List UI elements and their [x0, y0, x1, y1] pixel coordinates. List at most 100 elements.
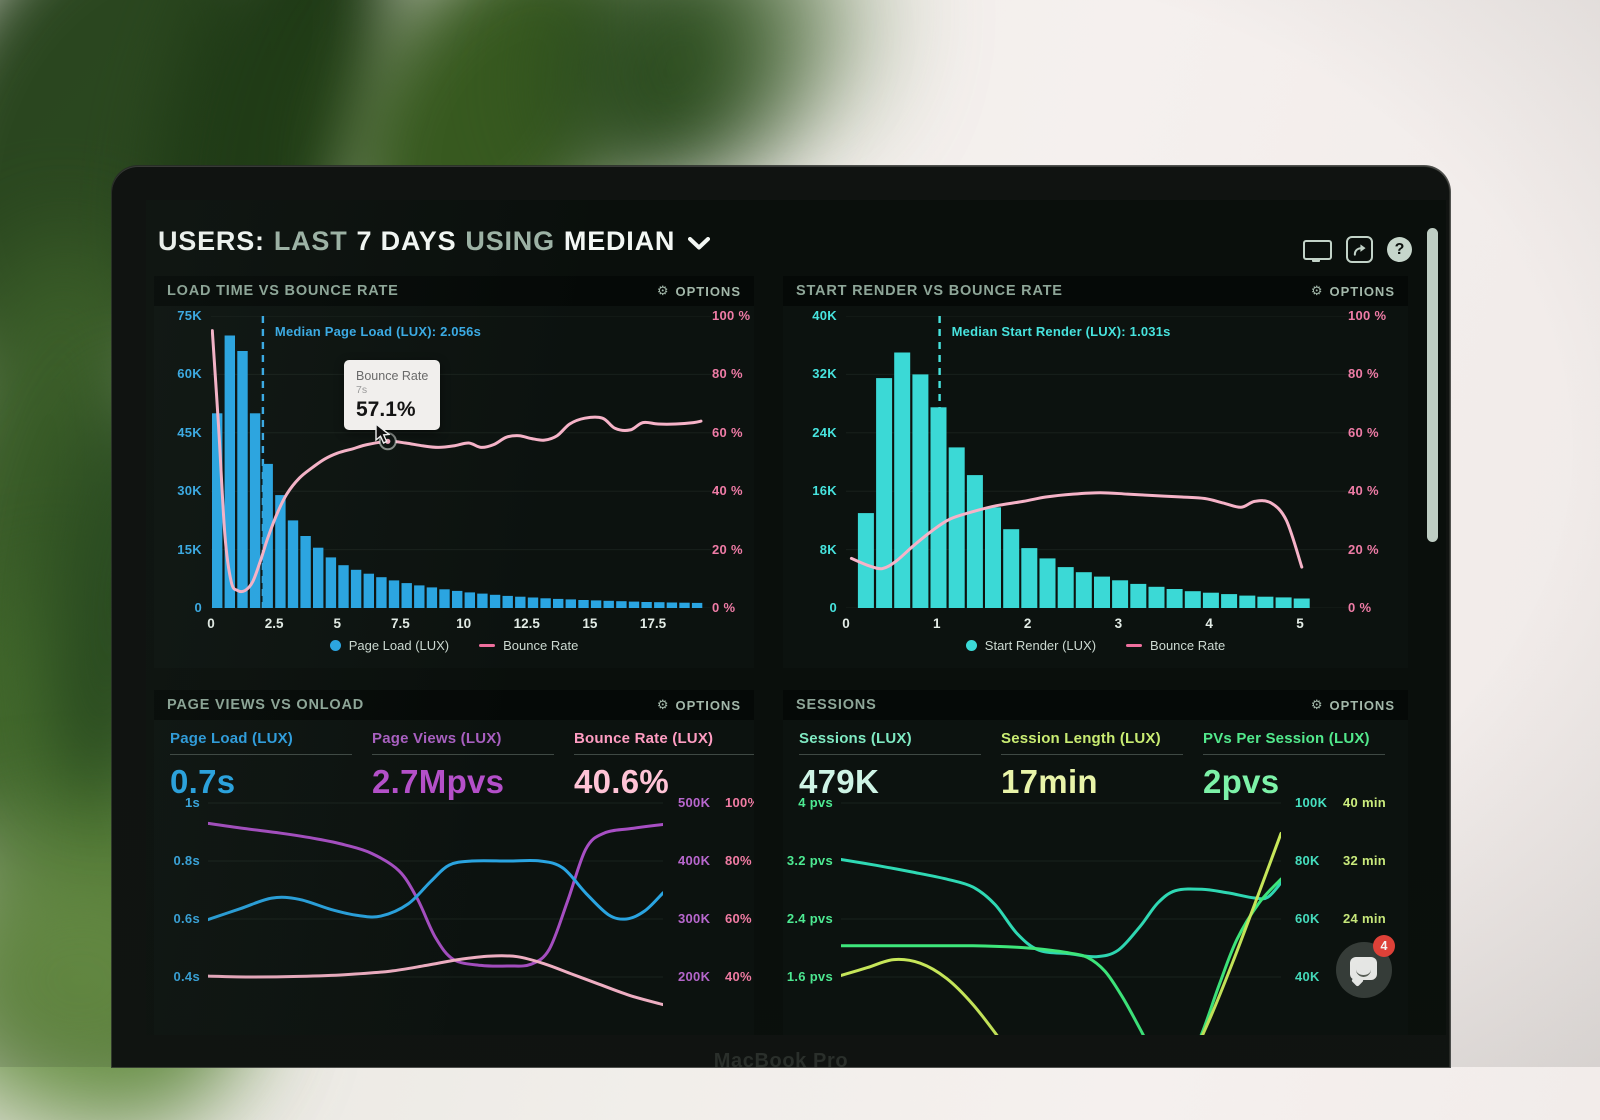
chart-start-render[interactable]: 40K 32K 24K 16K 8K 0 100 % 80 % 60 % 40 % 20 % 0 % M… [783, 276, 1408, 668]
help-icon[interactable]: ? [1387, 237, 1412, 262]
tooltip-title: Bounce Rate [356, 369, 429, 383]
histogram-bar [1057, 567, 1074, 608]
y-axis-label-right: 300K [678, 911, 711, 926]
panel-start-render-vs-bounce-rate: START RENDER VS BOUNCE RATE ⚙ OPTIONS 40K… [783, 276, 1408, 668]
share-icon[interactable] [1346, 236, 1373, 263]
legend-swatch [479, 643, 496, 648]
chat-bubble-icon [1350, 957, 1377, 980]
metric-session-length-lux-: Session Length (LUX) 17min [1001, 730, 1183, 801]
metric-underline [1001, 754, 1183, 755]
y-axis-label: 45K [177, 424, 202, 440]
histogram-bar [388, 580, 400, 608]
legend-label: Page Load (LUX) [348, 638, 450, 653]
histogram-bar [603, 600, 614, 608]
panel-header: START RENDER VS BOUNCE RATE ⚙ OPTIONS [783, 276, 1408, 306]
histogram-bar [452, 590, 463, 608]
bounce-rate-line [211, 329, 703, 594]
options-button[interactable]: ⚙ OPTIONS [1310, 283, 1395, 299]
y-axis-label-right: 200K [678, 969, 711, 984]
metric-underline [1203, 754, 1385, 755]
display-icon[interactable] [1303, 239, 1332, 262]
histogram-bar [1112, 580, 1129, 608]
y-axis-label-right: 40 min [1343, 795, 1386, 810]
median-annotation: Median Start Render (LUX): 1.031s [951, 324, 1171, 339]
options-button[interactable]: ⚙ OPTIONS [656, 697, 741, 713]
chart-sessions[interactable]: Sessions (LUX) 479K Session Length (LUX) 17… [783, 690, 1408, 1035]
tooltip-subtitle: 7s [356, 384, 368, 396]
panel-title: SESSIONS [796, 697, 877, 713]
gear-icon: ⚙ [1310, 697, 1324, 712]
laptop: USERS: LAST 7 DAYS USING MEDIAN ? LOAD TIME … [112, 166, 1450, 1067]
histogram-bar [553, 598, 564, 608]
start-render-vs-bounce-rate-plot [846, 316, 1351, 608]
histogram-bar [426, 587, 438, 608]
histogram-bar [1021, 548, 1038, 608]
y-axis-label-right: 100% [725, 795, 754, 810]
y-axis-label-right: 100 % [712, 308, 751, 323]
legend-item: Bounce Rate [1126, 638, 1225, 653]
y-axis-label-right: 80K [1295, 853, 1320, 868]
x-axis-label: 7.5 [391, 616, 410, 631]
panel-load-time-vs-bounce-rate: LOAD TIME VS BOUNCE RATE ⚙ OPTIONS 75K 60K… [154, 276, 754, 668]
series-line-session-length [841, 831, 1281, 1035]
y-axis-label-right: 20 % [1348, 541, 1379, 557]
histogram-bar [464, 592, 475, 608]
legend-item: Bounce Rate [479, 638, 578, 653]
histogram-bar [565, 599, 576, 608]
metric-label: Sessions (LUX) [799, 730, 912, 747]
y-axis-label-right: 0 % [712, 600, 736, 615]
histogram-bar [966, 475, 983, 608]
scrollbar[interactable] [1427, 228, 1438, 542]
chat-widget-button[interactable]: 4 [1336, 935, 1395, 998]
panel-title: START RENDER VS BOUNCE RATE [796, 283, 1063, 299]
y-axis-label-right: 60 % [1348, 424, 1379, 440]
metric-value: 40.6% [574, 763, 670, 800]
y-axis-label-right: 60% [725, 911, 752, 926]
page-views-vs-onload-plot [208, 802, 663, 1007]
legend-swatch [965, 640, 977, 651]
x-axis-label: 4 [1205, 616, 1213, 631]
options-button[interactable]: ⚙ OPTIONS [656, 283, 741, 299]
laptop-brand-label: MacBook Pro [713, 1050, 849, 1067]
metric-underline [799, 754, 981, 755]
legend-swatch [1126, 643, 1143, 648]
y-axis-label-right: 80 % [1348, 366, 1379, 382]
y-axis-label: 1s [184, 795, 200, 810]
histogram-bar [1094, 576, 1110, 608]
y-axis-label-right: 500K [678, 795, 711, 810]
histogram-bar [616, 601, 627, 608]
chevron-down-icon [688, 237, 711, 250]
series-line-bounce-rate [208, 954, 663, 1007]
histogram-bar [439, 589, 450, 608]
series-line-page-load [208, 858, 663, 922]
x-axis-label: 5 [333, 616, 342, 631]
y-axis-label-right: 24 min [1343, 911, 1386, 926]
dashboard-title-dropdown[interactable]: USERS: LAST 7 DAYS USING MEDIAN [158, 226, 711, 257]
x-axis-label: 0 [207, 616, 215, 631]
chart-page-views[interactable]: Page Load (LUX) 0.7s Page Views (LUX) 2.7Mp… [154, 690, 754, 1035]
median-annotation: Median Page Load (LUX): 2.056s [274, 324, 482, 339]
histogram-bar [1239, 595, 1256, 608]
legend-item: Start Render (LUX) [965, 638, 1096, 653]
y-axis-label-right: 80% [725, 853, 752, 868]
metric-page-load-lux-: Page Load (LUX) 0.7s [170, 730, 352, 801]
title-segment: USING [465, 226, 555, 256]
chart-load-time[interactable]: 75K 60K 45K 30K 15K 0 100 % 80 % 60 % 40 % 20 % 0 %… [154, 276, 754, 668]
x-axis-label: 3 [1114, 616, 1123, 631]
x-axis-label: 2.5 [264, 616, 284, 631]
y-axis-label: 15K [177, 541, 202, 557]
histogram-bar [578, 600, 589, 608]
metric-pvs-per-session-lux-: PVs Per Session (LUX) 2pvs [1203, 730, 1385, 801]
y-axis-label: 0.6s [173, 911, 200, 926]
options-button[interactable]: ⚙ OPTIONS [1310, 697, 1395, 713]
y-axis-label: 1.6 pvs [786, 969, 833, 984]
histogram-bar [1130, 583, 1147, 608]
panel-title: LOAD TIME VS BOUNCE RATE [167, 283, 399, 299]
tooltip-value: 57.1% [356, 398, 416, 421]
x-axis-label: 17.5 [639, 616, 667, 631]
mouse-cursor-icon [375, 422, 391, 449]
title-segment: LAST [273, 226, 348, 256]
histogram-bar [1039, 558, 1056, 608]
metric-value: 2pvs [1203, 763, 1280, 800]
metric-label: Page Views (LUX) [372, 730, 502, 747]
